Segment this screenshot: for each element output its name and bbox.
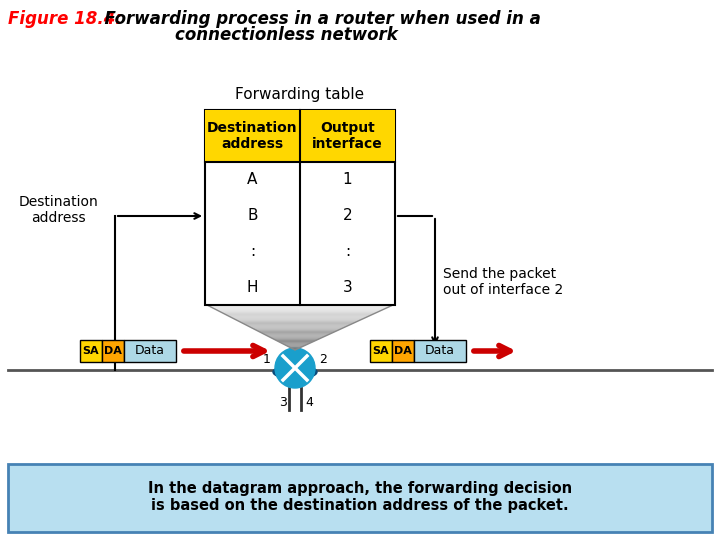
Text: 1: 1 bbox=[343, 172, 352, 187]
Polygon shape bbox=[244, 324, 351, 325]
Polygon shape bbox=[220, 312, 378, 313]
Polygon shape bbox=[287, 346, 305, 347]
Text: 2: 2 bbox=[319, 353, 327, 366]
Text: Destination
address: Destination address bbox=[18, 195, 98, 225]
Text: SA: SA bbox=[83, 346, 99, 356]
Polygon shape bbox=[210, 306, 390, 307]
Polygon shape bbox=[277, 341, 315, 342]
Text: A: A bbox=[247, 172, 258, 187]
Ellipse shape bbox=[273, 365, 317, 379]
Polygon shape bbox=[275, 340, 317, 341]
Polygon shape bbox=[249, 326, 346, 327]
Polygon shape bbox=[212, 307, 388, 308]
Bar bbox=[8, 464, 712, 532]
Text: Send the packet
out of interface 2: Send the packet out of interface 2 bbox=[443, 267, 563, 297]
Polygon shape bbox=[271, 338, 322, 339]
Polygon shape bbox=[246, 325, 349, 326]
Polygon shape bbox=[242, 323, 354, 324]
Text: connectionless network: connectionless network bbox=[175, 26, 397, 44]
Polygon shape bbox=[218, 310, 381, 312]
Text: 3: 3 bbox=[279, 396, 287, 409]
Polygon shape bbox=[253, 329, 341, 330]
Polygon shape bbox=[256, 330, 339, 331]
Polygon shape bbox=[291, 348, 300, 349]
Polygon shape bbox=[273, 339, 320, 340]
Text: SA: SA bbox=[373, 346, 390, 356]
Polygon shape bbox=[214, 308, 386, 309]
Text: In the datagram approach, the forwarding decision
is based on the destination ad: In the datagram approach, the forwarding… bbox=[148, 481, 572, 513]
Text: DA: DA bbox=[394, 346, 412, 356]
Polygon shape bbox=[222, 313, 376, 314]
Text: 4: 4 bbox=[305, 396, 313, 409]
Polygon shape bbox=[233, 319, 364, 320]
Text: B: B bbox=[247, 208, 258, 224]
Bar bbox=[370, 340, 392, 362]
Text: DA: DA bbox=[104, 346, 122, 356]
Text: Figure 18.4:: Figure 18.4: bbox=[8, 10, 122, 28]
Bar bbox=[205, 110, 395, 162]
Polygon shape bbox=[251, 327, 344, 329]
Polygon shape bbox=[284, 345, 307, 346]
Polygon shape bbox=[231, 318, 366, 319]
Polygon shape bbox=[238, 321, 359, 322]
Text: 2: 2 bbox=[343, 208, 352, 224]
Polygon shape bbox=[293, 349, 297, 350]
Bar bbox=[80, 340, 102, 362]
Polygon shape bbox=[235, 320, 361, 321]
Text: Forwarding table: Forwarding table bbox=[235, 87, 364, 102]
Bar bbox=[124, 340, 176, 362]
Polygon shape bbox=[240, 322, 356, 323]
Polygon shape bbox=[282, 343, 310, 345]
Polygon shape bbox=[289, 347, 302, 348]
Bar bbox=[205, 110, 395, 305]
Text: Destination
address: Destination address bbox=[207, 121, 298, 151]
Polygon shape bbox=[216, 309, 383, 310]
Polygon shape bbox=[225, 314, 374, 315]
Polygon shape bbox=[264, 334, 329, 335]
Text: Data: Data bbox=[135, 345, 165, 357]
Polygon shape bbox=[258, 331, 337, 332]
Polygon shape bbox=[207, 305, 393, 306]
Polygon shape bbox=[269, 336, 325, 338]
Text: :: : bbox=[345, 245, 350, 260]
Polygon shape bbox=[266, 335, 327, 336]
Text: 3: 3 bbox=[343, 280, 352, 295]
Polygon shape bbox=[227, 315, 371, 316]
Text: :: : bbox=[250, 245, 255, 260]
Polygon shape bbox=[262, 333, 332, 334]
Text: Forwarding process in a router when used in a: Forwarding process in a router when used… bbox=[93, 10, 541, 28]
Bar bbox=[414, 340, 466, 362]
Circle shape bbox=[275, 348, 315, 388]
Text: Output
interface: Output interface bbox=[312, 121, 383, 151]
Bar bbox=[102, 340, 124, 362]
Polygon shape bbox=[260, 332, 334, 333]
Text: Data: Data bbox=[425, 345, 455, 357]
Text: 1: 1 bbox=[263, 353, 271, 366]
Polygon shape bbox=[229, 316, 369, 318]
Polygon shape bbox=[279, 342, 312, 343]
Text: H: H bbox=[247, 280, 258, 295]
Bar bbox=[392, 340, 414, 362]
